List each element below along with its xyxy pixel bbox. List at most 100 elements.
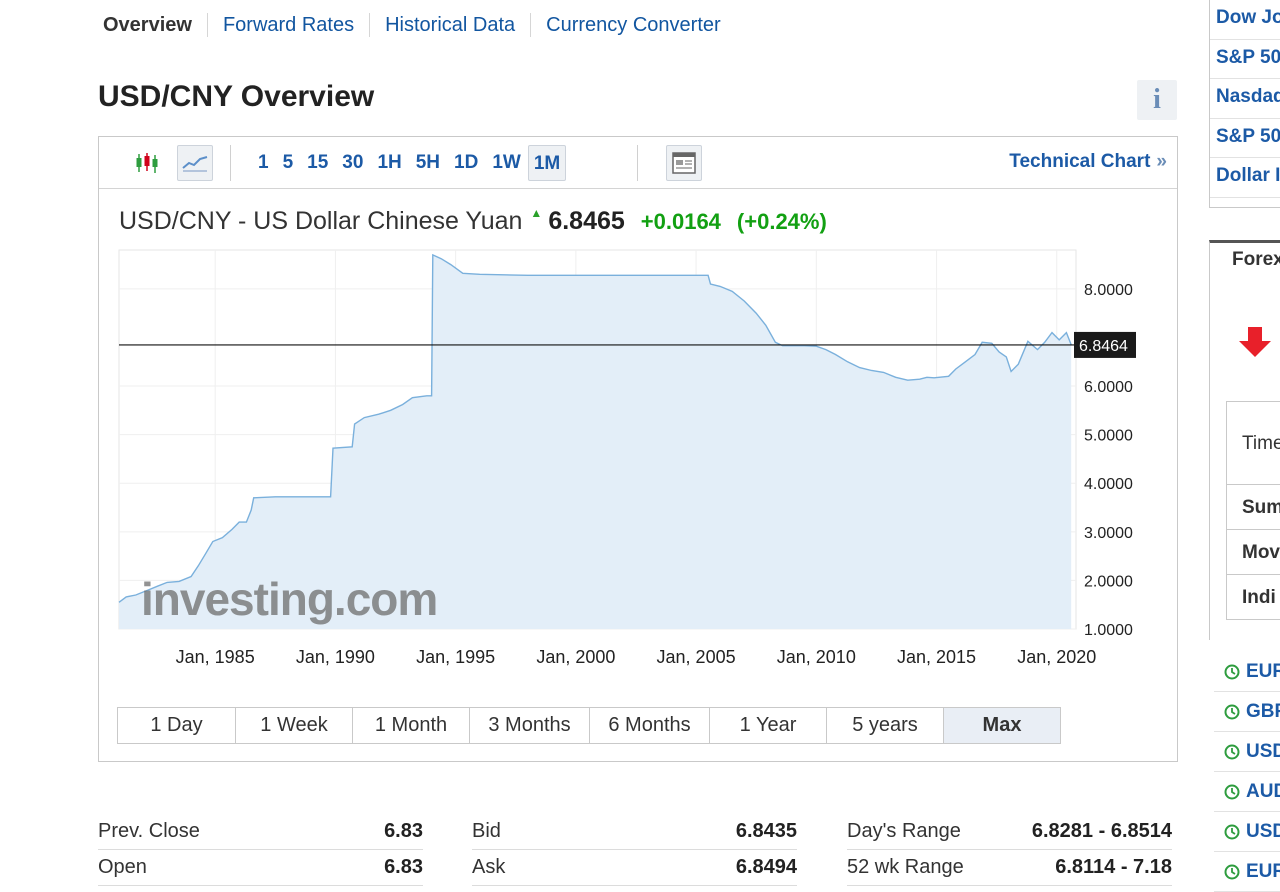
- y-tick-label: 5.0000: [1084, 428, 1133, 445]
- clock-icon: [1224, 704, 1240, 719]
- stat-open: Open 6.83: [98, 850, 423, 886]
- stats-column: Prev. Close 6.83 Open 6.83: [98, 814, 423, 886]
- y-tick-label: 2.0000: [1084, 573, 1133, 590]
- tab-forward-rates[interactable]: Forward Rates: [206, 13, 369, 37]
- price-change: +0.0164: [640, 209, 721, 234]
- stat-label: 52 wk Range: [847, 856, 964, 878]
- range-3-months[interactable]: 3 Months: [469, 708, 589, 743]
- stat-label: Day's Range: [847, 820, 961, 842]
- interval-5h[interactable]: 5H: [415, 152, 441, 173]
- y-tick-label: 3.0000: [1084, 525, 1133, 542]
- chart-panel: 1 5 15 30 1H 5H 1D 1W 1M Technical Chart…: [98, 136, 1178, 762]
- range-1-year[interactable]: 1 Year: [709, 708, 826, 743]
- index-link[interactable]: S&P 500 VIX: [1210, 119, 1280, 158]
- time-range-selector: 1 Day 1 Week 1 Month 3 Months 6 Months 1…: [117, 707, 1061, 744]
- interval-15[interactable]: 15: [307, 152, 329, 173]
- forex-pair-label: USD: [1246, 820, 1280, 842]
- y-tick-label: 8.0000: [1084, 282, 1133, 299]
- stat-value: 6.8435: [735, 820, 797, 842]
- forex-pair-label: GBP: [1246, 700, 1280, 722]
- interval-1[interactable]: 1: [258, 152, 269, 173]
- quote-statistics: Prev. Close 6.83 Open 6.83 Bid 6.8435 Ask 6.…: [98, 814, 1174, 886]
- stat-value: 6.83: [384, 856, 423, 878]
- forex-pair-label: AUD: [1246, 780, 1280, 802]
- forex-pair-link[interactable]: EUR: [1214, 852, 1280, 892]
- range-max[interactable]: Max: [943, 708, 1060, 743]
- forex-widget: Forex Time Sum Mov Indi: [1209, 240, 1280, 640]
- y-tick-label: 4.0000: [1084, 476, 1133, 493]
- range-1-month[interactable]: 1 Month: [352, 708, 469, 743]
- stats-column: Bid 6.8435 Ask 6.8494: [472, 814, 797, 886]
- clock-icon: [1224, 824, 1240, 839]
- stat-label: Ask: [472, 856, 506, 878]
- y-tick-label: 1.0000: [1084, 622, 1133, 639]
- forex-pair-link[interactable]: GBP: [1214, 692, 1280, 732]
- stat-ask: Ask 6.8494: [472, 850, 797, 886]
- quote-header: USD/CNY - US Dollar Chinese Yuan ▲ 6.846…: [119, 206, 827, 236]
- interval-1w[interactable]: 1W: [492, 152, 521, 173]
- x-tick-label: Jan, 2010: [777, 647, 856, 667]
- instrument-name: USD/CNY - US Dollar Chinese Yuan: [119, 207, 523, 235]
- stat-52wk-range: 52 wk Range 6.8114 - 7.18: [847, 850, 1172, 886]
- forex-pair-link[interactable]: EUR: [1214, 652, 1280, 692]
- chart-toolbar: 1 5 15 30 1H 5H 1D 1W 1M Technical Chart…: [99, 137, 1177, 189]
- range-6-months[interactable]: 6 Months: [589, 708, 709, 743]
- clock-icon: [1224, 744, 1240, 759]
- range-1-week[interactable]: 1 Week: [235, 708, 352, 743]
- forex-widget-title[interactable]: Forex: [1232, 249, 1280, 270]
- stat-prev-close: Prev. Close 6.83: [98, 814, 423, 850]
- forex-pair-label: USD: [1246, 740, 1280, 762]
- forex-pair-link[interactable]: USD: [1214, 732, 1280, 772]
- x-tick-label: Jan, 2015: [897, 647, 976, 667]
- stats-column: Day's Range 6.8281 - 6.8514 52 wk Range 6.…: [847, 814, 1172, 886]
- price-chart[interactable]: 1.0000 2.0000 3.0000 4.0000 5.0000 6.0000 8.00…: [99, 137, 1177, 697]
- forex-pairs-list: EUR GBP USD AUD USD EUR: [1214, 652, 1280, 892]
- interval-30[interactable]: 30: [342, 152, 364, 173]
- index-link[interactable]: S&P 500: [1210, 40, 1280, 79]
- stat-label: Bid: [472, 820, 501, 842]
- index-link[interactable]: Dow Jones: [1210, 0, 1280, 40]
- tab-overview[interactable]: Overview: [103, 14, 192, 36]
- range-1-day[interactable]: 1 Day: [150, 714, 203, 736]
- x-tick-label: Jan, 2000: [536, 647, 615, 667]
- stat-bid: Bid 6.8435: [472, 814, 797, 850]
- arrow-down-icon: [1239, 327, 1271, 357]
- clock-icon: [1224, 784, 1240, 799]
- interval-5[interactable]: 5: [282, 152, 294, 173]
- forex-pair-link[interactable]: USD: [1214, 812, 1280, 852]
- table-cell: Time: [1227, 402, 1280, 485]
- candlestick-icon[interactable]: [129, 145, 165, 181]
- technical-chart-link[interactable]: Technical Chart»: [1009, 151, 1167, 173]
- page-title: USD/CNY Overview: [98, 80, 375, 113]
- interval-1h[interactable]: 1H: [377, 152, 402, 173]
- line-chart-icon[interactable]: [177, 145, 213, 181]
- x-tick-label: Jan, 1990: [296, 647, 375, 667]
- x-tick-label: Jan, 2005: [657, 647, 736, 667]
- stat-days-range: Day's Range 6.8281 - 6.8514: [847, 814, 1172, 850]
- current-price-label: 6.8464: [1079, 338, 1128, 355]
- tab-historical-data[interactable]: Historical Data: [369, 13, 530, 37]
- clock-icon: [1224, 664, 1240, 679]
- interval-1d[interactable]: 1D: [454, 152, 479, 173]
- last-price: 6.8465: [548, 207, 625, 235]
- stat-label: Prev. Close: [98, 820, 200, 842]
- stat-value: 6.8281 - 6.8514: [1031, 820, 1172, 842]
- forex-pair-link[interactable]: AUD: [1214, 772, 1280, 812]
- index-link[interactable]: Nasdaq: [1210, 79, 1280, 119]
- sub-navigation-tabs: Overview Forward Rates Historical Data C…: [88, 12, 736, 38]
- range-5-years[interactable]: 5 years: [826, 708, 943, 743]
- price-change-percent: (+0.24%): [736, 209, 827, 234]
- double-chevron-right-icon: »: [1156, 151, 1167, 172]
- info-icon[interactable]: i: [1137, 80, 1177, 120]
- tab-currency-converter[interactable]: Currency Converter: [530, 13, 736, 37]
- chart-layout-icon[interactable]: [666, 145, 702, 181]
- stat-value: 6.8494: [735, 856, 797, 878]
- major-indices-list: Dow Jones S&P 500 Nasdaq S&P 500 VIX Dol…: [1209, 0, 1280, 208]
- table-cell: Mov: [1227, 530, 1280, 575]
- toolbar-divider: [637, 145, 638, 181]
- x-tick-label: Jan, 1985: [176, 647, 255, 667]
- table-cell: Sum: [1227, 485, 1280, 530]
- interval-1m[interactable]: 1M: [527, 145, 567, 181]
- index-link[interactable]: Dollar Index: [1210, 158, 1280, 198]
- forex-pair-label: EUR: [1246, 660, 1280, 682]
